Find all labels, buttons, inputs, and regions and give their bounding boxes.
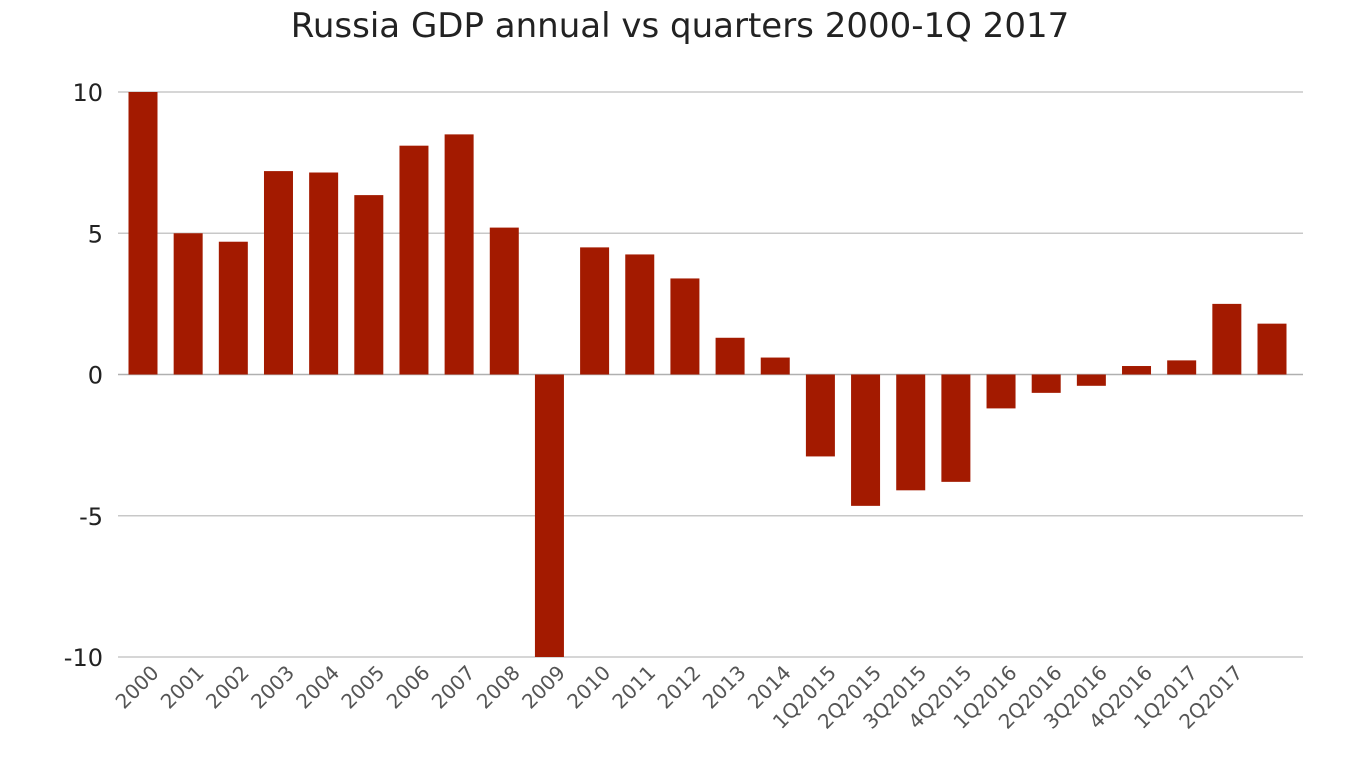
x-tick-label: 2007 [427, 661, 480, 714]
bar-21 [1076, 374, 1106, 386]
x-tick-label: 2013 [698, 661, 751, 714]
y-tick-label: 0 [88, 362, 103, 390]
x-axis-ticks: 2000200120022003200420052006200720082009… [111, 661, 1248, 734]
bar-20 [1031, 374, 1061, 393]
bar-12 [670, 278, 700, 375]
bar-14 [760, 357, 790, 375]
bar-4 [309, 172, 339, 375]
bar-22 [1122, 366, 1152, 375]
x-tick-label: 2006 [382, 661, 435, 714]
bars [128, 92, 1287, 657]
bar-2 [218, 241, 248, 375]
bar-6 [399, 145, 429, 375]
x-tick-label: 2004 [291, 661, 344, 714]
bar-25 [1257, 323, 1287, 375]
bar-23 [1167, 360, 1197, 375]
x-tick-label: 2002 [201, 661, 254, 714]
y-tick-label: -5 [79, 503, 103, 531]
bar-3 [263, 171, 293, 375]
x-tick-label: 2009 [517, 661, 570, 714]
y-tick-label: 5 [88, 220, 103, 248]
x-tick-label: 2011 [607, 661, 660, 714]
bar-19 [986, 374, 1016, 409]
x-tick-label: 2012 [652, 661, 705, 714]
y-axis-ticks: 10 5 0 -5 -10 [64, 79, 103, 672]
bar-1 [173, 233, 203, 375]
y-tick-label: 10 [72, 79, 103, 107]
x-tick-label: 2001 [156, 661, 209, 714]
bar-16 [851, 374, 881, 506]
x-tick-label: 2003 [246, 661, 299, 714]
x-tick-label: 2005 [336, 661, 389, 714]
x-tick-label: 2010 [562, 661, 615, 714]
bar-18 [941, 374, 971, 482]
bar-10 [580, 247, 610, 375]
bar-0 [128, 92, 158, 375]
bar-24 [1212, 303, 1242, 375]
x-tick-label: 2008 [472, 661, 525, 714]
bar-11 [625, 254, 655, 375]
chart-title: Russia GDP annual vs quarters 2000-1Q 20… [290, 6, 1070, 46]
bar-13 [715, 337, 745, 375]
bar-8 [489, 227, 519, 375]
bar-7 [444, 134, 474, 375]
x-tick-label: 2000 [111, 661, 164, 714]
bar-15 [805, 374, 835, 457]
bar-17 [896, 374, 926, 491]
bar-5 [354, 195, 384, 375]
y-tick-label: -10 [64, 644, 103, 672]
bar-9 [534, 374, 564, 657]
